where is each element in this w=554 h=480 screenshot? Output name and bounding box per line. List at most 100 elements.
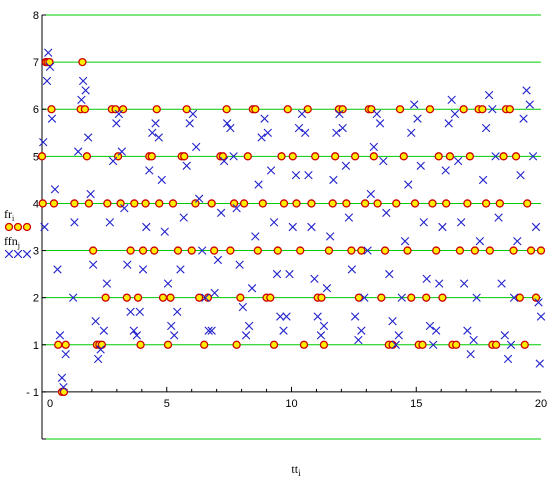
ffn-point [216,208,226,218]
ffn-point [39,138,48,147]
ffn-point [129,326,139,335]
ffn-point [86,189,95,199]
fr-point [491,340,501,349]
ffn-point [329,175,338,185]
ffn-point [369,142,379,152]
fr-point [438,293,447,302]
fr-point [422,293,431,302]
fr-point [515,293,524,302]
fr-point [166,293,175,302]
ffn-point [291,170,301,180]
fr-point [80,105,90,114]
fr-point [273,246,282,255]
fr-point [373,199,382,208]
fr-point [395,105,405,114]
ffn-point [425,321,435,331]
ffn-point [78,76,88,86]
axes [41,14,541,440]
ffn-point [192,142,201,152]
fr-point [38,199,47,208]
ffn-point [509,293,519,302]
fr-point [425,105,435,114]
y-tick-label: 4 [33,198,39,210]
fr-point [61,340,70,349]
ffn-point [435,279,444,288]
ffn-point [316,331,326,340]
ffn-point [332,128,341,137]
ffn-point [366,189,376,199]
fr-point [116,199,125,208]
fr-point [434,152,443,161]
fr-point [210,246,219,255]
ffn-point [142,222,151,232]
ffn-point [276,312,285,321]
ffn-point [263,128,272,137]
ffn-point [335,109,344,119]
fr-point [399,152,408,161]
ffn-point [382,208,391,218]
ffn-point [297,109,307,119]
ffn-point [148,128,157,137]
fr-point [523,199,532,208]
fr-point [138,246,148,255]
ffn-point [519,114,528,123]
ffn-point [244,321,254,331]
fr-point [452,340,461,349]
fr-point [296,246,305,255]
fr-point [388,340,397,349]
ffn-point [294,123,304,133]
legend-marker-fr [4,222,32,232]
fr-point [292,199,301,208]
ffn-point [185,119,194,128]
fr-point [324,246,334,255]
fr-point [229,199,239,208]
ffn-point [410,100,419,109]
ffn-point [176,265,185,274]
y-tick-label: 7 [33,57,39,69]
ffn-point [347,265,357,274]
ffn-point [91,317,100,326]
fr-point [520,340,529,349]
ffn-point [522,86,531,95]
fr-point [403,246,412,255]
ffn-point [525,100,534,109]
ffn-point [105,218,115,227]
ffn-point [394,331,403,340]
fr-point [168,199,178,208]
ffn-point [456,218,466,227]
ffn-point [388,317,397,326]
ffn-point [453,156,463,166]
ffn-point [422,274,431,284]
fr-point [133,293,143,302]
ffn-point [201,293,210,302]
ffn-point [61,350,70,359]
fr-point [218,152,228,161]
fr-point [258,199,267,208]
ffn-point [535,359,544,368]
fr-point [331,152,340,161]
fr-point [82,152,92,161]
fr-point [511,152,521,161]
ffn-point [204,326,213,335]
ffn-point [404,180,413,189]
ffn-point [459,279,469,288]
fr-point [101,293,110,302]
series-fr [37,57,546,397]
ffn-point [413,114,422,123]
ffn-point [513,236,522,246]
fr-point [147,152,156,161]
ffn-point [57,373,67,382]
legend-marker-ffn [4,249,32,259]
ffn-point [272,269,282,279]
ffn-point [53,265,62,274]
ffn-point [282,312,291,321]
y-tick-label: 6 [33,104,39,116]
fr-point [459,105,468,114]
fr-point [269,340,279,349]
fr-point [232,340,241,349]
fr-point [347,246,356,255]
fr-point [418,340,427,349]
fr-point [47,105,56,114]
fr-point [283,105,292,114]
